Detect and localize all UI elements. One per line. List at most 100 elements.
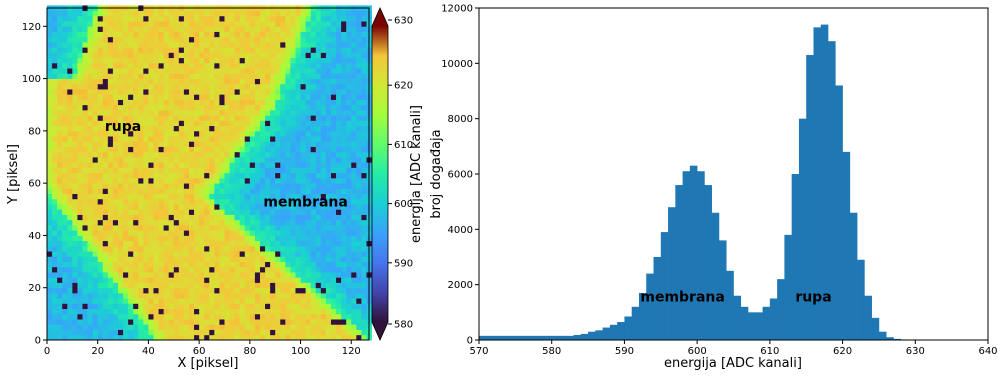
heatmap-cell [164,324,169,330]
heatmap-cell [143,21,148,27]
heatmap-cell [169,173,174,179]
heatmap-cell [260,100,265,106]
heatmap-cell [194,246,199,252]
heatmap-cell [265,230,270,236]
heatmap-cell [88,324,93,330]
heatmap-cell [275,32,280,38]
heatmap-cell [159,16,164,22]
heatmap-cell [189,178,194,184]
heatmap-cell [219,235,224,241]
heatmap-cell [194,183,199,189]
heatmap-cell [184,225,189,231]
heatmap-cell [250,272,255,278]
heatmap-cell [280,303,285,309]
heatmap-cell [255,293,260,299]
heatmap-cell [52,194,57,200]
heatmap-cell [235,277,240,283]
heatmap-cell [199,209,204,215]
heatmap-cell [179,16,184,22]
heatmap-cell [250,324,255,330]
heatmap-cell [326,246,331,252]
heatmap-cell [199,16,204,22]
heatmap-cell [93,256,98,262]
heatmap-cell [174,330,179,336]
heatmap-cell [331,32,336,38]
heatmap-cell [47,251,52,257]
heatmap-cell [285,120,290,126]
heatmap-cell [103,167,108,173]
heatmap-cell [230,293,235,299]
heatmap-cell [219,52,224,58]
heatmap-cell [265,282,270,288]
heatmap-cell [270,241,275,247]
heatmap-cell [184,32,189,38]
heatmap-cell [255,272,260,278]
heatmap-cell [285,126,290,132]
heatmap-cell [113,204,118,210]
heatmap-cell [169,73,174,79]
heatmap-cell [62,84,67,90]
heatmap-cell [67,204,72,210]
heatmap-cell [199,199,204,205]
heatmap-cell [351,162,356,168]
heatmap-cell [72,63,77,69]
heatmap-cell [285,293,290,299]
heatmap-cell [361,73,366,79]
heatmap-cell [118,209,123,215]
heatmap-cell [179,309,184,315]
heatmap-cell [179,52,184,58]
heatmap-cell [361,298,366,304]
heatmap-cell [47,126,52,132]
heatmap-cell [174,68,179,74]
heatmap-cell [235,220,240,226]
heatmap-cell [199,94,204,100]
heatmap-cell [306,126,311,132]
heatmap-cell [214,241,219,247]
heatmap-cell [164,183,169,189]
heatmap-cell [113,162,118,168]
heatmap-cell [103,26,108,32]
heatmap-cell [311,309,316,315]
heatmap-cell [245,256,250,262]
heatmap-cell [235,157,240,163]
heatmap-cell [265,126,270,132]
heatmap-cell [138,183,143,189]
heatmap-cell [123,282,128,288]
heatmap-cell [280,183,285,189]
heatmap-cell [204,309,209,315]
heatmap-cell [199,204,204,210]
heatmap-cell [214,126,219,132]
heatmap-cell [47,58,52,64]
heatmap-cell [301,136,306,142]
heatmap-cell [306,52,311,58]
heatmap-cell [341,262,346,268]
heatmap-cell [321,84,326,90]
heatmap-cell [275,68,280,74]
heatmap-cell [98,152,103,158]
heatmap-cell [52,256,57,262]
heatmap-cell [316,37,321,43]
heatmap-cell [123,324,128,330]
heatmap-cell [118,262,123,268]
heatmap-cell [301,220,306,226]
heatmap-cell [138,314,143,320]
heatmap-cell [52,204,57,210]
heatmap-cell [351,68,356,74]
heatmap-cell [224,42,229,48]
heatmap-cell [199,11,204,17]
heatmap-cell [346,115,351,121]
heatmap-cell [214,89,219,95]
heatmap-cell [98,94,103,100]
heatmap-cell [204,115,209,121]
heatmap-cell [164,235,169,241]
heatmap-cell [240,330,245,336]
heatmap-cell [159,136,164,142]
heatmap-cell [57,100,62,106]
heatmap-cell [351,120,356,126]
heatmap-cell [123,47,128,53]
heatmap-cell [199,272,204,278]
heatmap-cell [351,178,356,184]
heatmap-cell [148,246,153,252]
heatmap-cell [103,188,108,194]
